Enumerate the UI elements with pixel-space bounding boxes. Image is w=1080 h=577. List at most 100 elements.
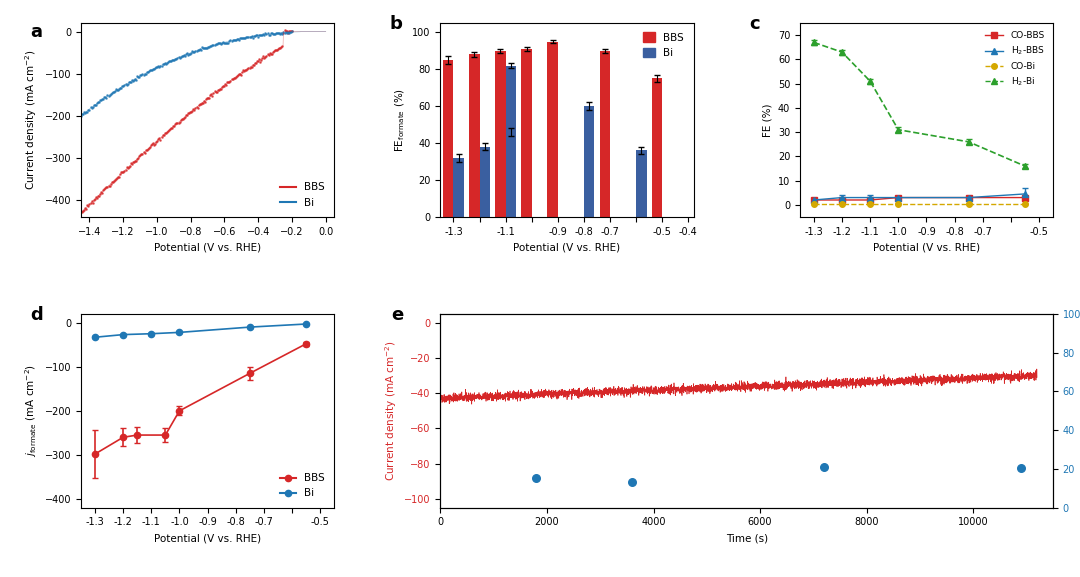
Point [122, 158, 139, 167]
Point [249, 33, 267, 42]
Point [204, 40, 221, 50]
Point [199, 93, 216, 103]
Point [219, 78, 237, 87]
Point [242, 62, 259, 72]
Point [124, 158, 141, 167]
Point [177, 50, 194, 59]
Y-axis label: Current density (mA cm$^{-2}$): Current density (mA cm$^{-2}$) [24, 50, 39, 190]
Point [80, 106, 97, 115]
Point [139, 68, 157, 77]
Point [242, 32, 259, 42]
Text: d: d [30, 306, 43, 324]
Point [148, 137, 165, 147]
Point [173, 115, 190, 124]
Bar [584, 106, 594, 217]
Point [212, 38, 229, 47]
Point [206, 87, 224, 96]
Point [176, 51, 193, 60]
Point [123, 159, 140, 168]
Point [275, 25, 293, 35]
Y-axis label: FE (%): FE (%) [762, 103, 772, 137]
Text: b: b [390, 16, 403, 33]
Point [252, 57, 269, 66]
Point [145, 65, 162, 74]
Point [217, 80, 234, 89]
Point [144, 140, 161, 149]
Point [84, 103, 102, 112]
Point [98, 93, 116, 102]
Point [83, 196, 100, 205]
Point [166, 54, 184, 63]
Point [158, 59, 175, 68]
Bar [454, 158, 464, 217]
Point [213, 39, 230, 48]
Point [157, 58, 174, 68]
Point [112, 84, 130, 93]
Point [225, 73, 242, 83]
Point [226, 35, 243, 44]
Point [99, 90, 117, 99]
Point [176, 113, 193, 122]
Point [253, 55, 270, 65]
Point [173, 52, 190, 61]
Point [117, 166, 134, 175]
Point [220, 37, 238, 46]
X-axis label: Time (s): Time (s) [726, 533, 768, 543]
Point [259, 28, 276, 38]
Point [140, 66, 158, 76]
Point [119, 79, 136, 88]
Point [266, 30, 283, 39]
Point [136, 148, 153, 158]
Point [140, 143, 158, 152]
Point [87, 100, 105, 110]
Point [104, 178, 121, 187]
Point [234, 33, 252, 42]
Point [197, 43, 214, 53]
Point [159, 126, 176, 136]
Point [269, 29, 286, 38]
Point [222, 74, 240, 84]
Point [100, 181, 118, 190]
Point [171, 53, 188, 62]
Point [203, 89, 220, 98]
Point [232, 70, 249, 80]
Point [281, 27, 298, 36]
Point [240, 63, 257, 73]
Point [77, 108, 94, 118]
Point [135, 148, 152, 157]
Point [205, 88, 222, 98]
Bar [443, 60, 454, 217]
Point [218, 78, 235, 87]
Point [187, 46, 204, 55]
Point [259, 50, 276, 59]
Point [98, 182, 116, 192]
Point [90, 192, 107, 201]
Point [195, 43, 213, 53]
Point [164, 55, 181, 64]
Point [107, 85, 124, 94]
Point [205, 40, 222, 49]
Point [224, 35, 241, 44]
Point [280, 29, 297, 38]
Point [271, 43, 288, 53]
Point [248, 57, 266, 66]
Point [258, 29, 275, 39]
Point [144, 65, 161, 74]
Point [235, 33, 253, 43]
Point [76, 206, 93, 215]
Legend: BBS, Bi: BBS, Bi [275, 469, 329, 503]
Point [244, 33, 261, 42]
Point [274, 27, 292, 36]
Point [91, 191, 108, 200]
Point [262, 29, 280, 38]
Point [153, 133, 171, 142]
Point [222, 36, 240, 46]
Point [257, 29, 274, 38]
Point [255, 29, 272, 39]
Point [266, 47, 283, 56]
Point [226, 73, 243, 82]
Point [89, 193, 106, 203]
Point [170, 118, 187, 127]
Point [108, 85, 125, 95]
Point [76, 107, 93, 117]
